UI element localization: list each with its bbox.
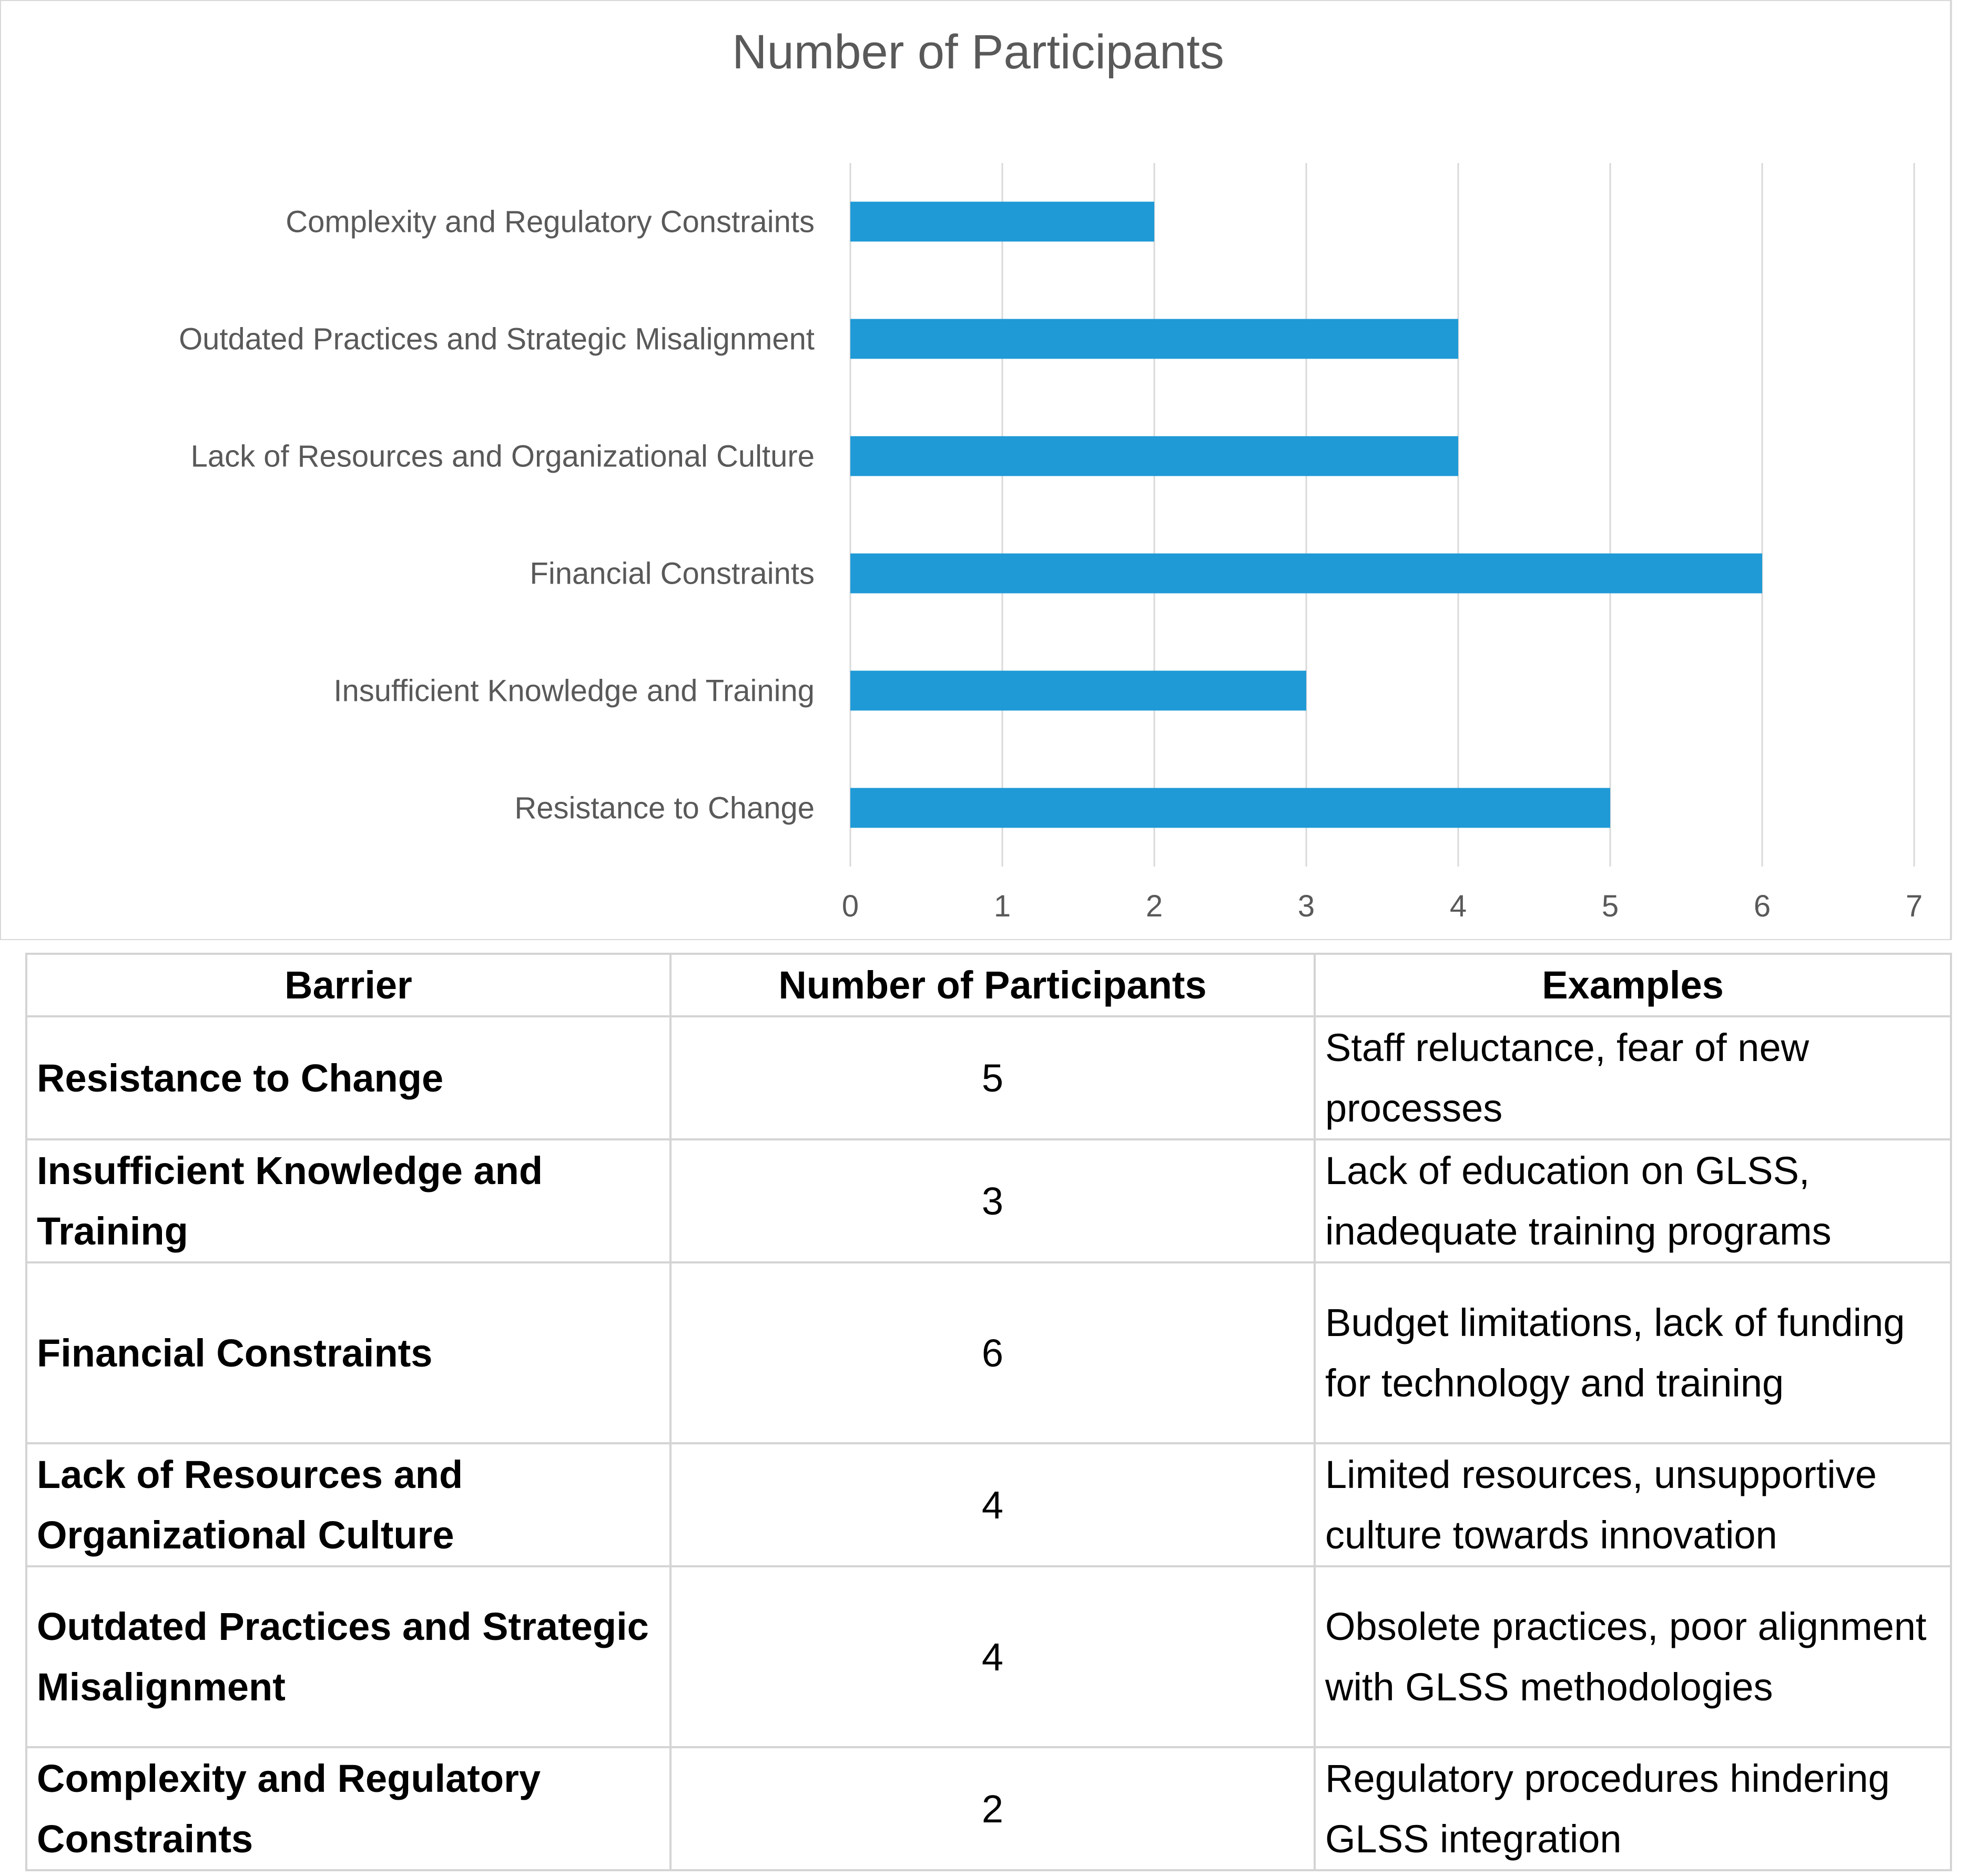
- examples-cell: Lack of education on GLSS, inadequate tr…: [1314, 1138, 1952, 1263]
- count-cell: 3: [669, 1138, 1316, 1263]
- bar: [850, 436, 1458, 476]
- table-row: Outdated Practices and Strategic Misalig…: [25, 1565, 1952, 1748]
- chart-title: Number of Participants: [732, 25, 1224, 79]
- examples-cell: Limited resources, unsupportive culture …: [1314, 1442, 1952, 1567]
- table-row: Complexity and Regulatory Constraints 2 …: [25, 1746, 1952, 1871]
- x-tick-label: 2: [1146, 889, 1163, 923]
- x-tick-label: 1: [994, 889, 1011, 923]
- barrier-table: Barrier Number of Participants Examples …: [25, 953, 1952, 1871]
- count-cell: 4: [669, 1565, 1316, 1748]
- bar: [850, 201, 1154, 242]
- x-tick-labels: 0 1 2 3 4 5 6 7: [842, 889, 1923, 923]
- category-label: Complexity and Regulatory Constraints: [286, 205, 815, 239]
- category-labels: Complexity and Regulatory Constraints Out…: [179, 205, 815, 825]
- table-row: Resistance to Change 5 Staff reluctance,…: [25, 1015, 1952, 1140]
- bar: [850, 670, 1306, 711]
- barrier-cell: Lack of Resources and Organizational Cul…: [25, 1442, 672, 1567]
- barrier-cell: Resistance to Change: [25, 1015, 672, 1140]
- examples-cell: Regulatory procedures hindering GLSS int…: [1314, 1746, 1952, 1871]
- count-cell: 6: [669, 1261, 1316, 1444]
- table-row: Insufficient Knowledge and Training 3 La…: [25, 1138, 1952, 1263]
- count-cell: 4: [669, 1442, 1316, 1567]
- examples-cell: Obsolete practices, poor alignment with …: [1314, 1565, 1952, 1748]
- header-barrier: Barrier: [25, 953, 672, 1017]
- bars: [850, 201, 1762, 828]
- x-tick-label: 6: [1754, 889, 1771, 923]
- table-header-row: Barrier Number of Participants Examples: [25, 953, 1952, 1017]
- header-participants: Number of Participants: [669, 953, 1316, 1017]
- category-label: Outdated Practices and Strategic Misalig…: [179, 322, 815, 356]
- barrier-cell: Complexity and Regulatory Constraints: [25, 1746, 672, 1871]
- count-cell: 2: [669, 1746, 1316, 1871]
- gridlines: [849, 163, 1915, 866]
- barrier-cell: Outdated Practices and Strategic Misalig…: [25, 1565, 672, 1748]
- examples-cell: Budget limitations, lack of funding for …: [1314, 1261, 1952, 1444]
- barrier-table-section: Barrier Number of Participants Examples …: [0, 940, 1962, 1876]
- x-tick-label: 7: [1906, 889, 1923, 923]
- x-tick-label: 3: [1298, 889, 1315, 923]
- bar: [850, 319, 1458, 359]
- bar: [850, 553, 1762, 594]
- bar: [850, 788, 1610, 828]
- x-tick-label: 5: [1602, 889, 1619, 923]
- category-label: Insufficient Knowledge and Training: [333, 674, 815, 708]
- category-label: Resistance to Change: [514, 791, 815, 825]
- x-tick-label: 4: [1450, 889, 1467, 923]
- examples-cell: Staff reluctance, fear of new processes: [1314, 1015, 1952, 1140]
- header-examples: Examples: [1314, 953, 1952, 1017]
- table-row: Financial Constraints 6 Budget limitatio…: [25, 1261, 1952, 1444]
- bar-chart: Number of Participants Complexity and Re…: [0, 0, 1952, 940]
- category-label: Lack of Resources and Organizational Cul…: [191, 440, 815, 474]
- barrier-cell: Financial Constraints: [25, 1261, 672, 1444]
- x-tick-label: 0: [842, 889, 859, 923]
- count-cell: 5: [669, 1015, 1316, 1140]
- category-label: Financial Constraints: [530, 557, 815, 591]
- barrier-cell: Insufficient Knowledge and Training: [25, 1138, 672, 1263]
- table-row: Lack of Resources and Organizational Cul…: [25, 1442, 1952, 1567]
